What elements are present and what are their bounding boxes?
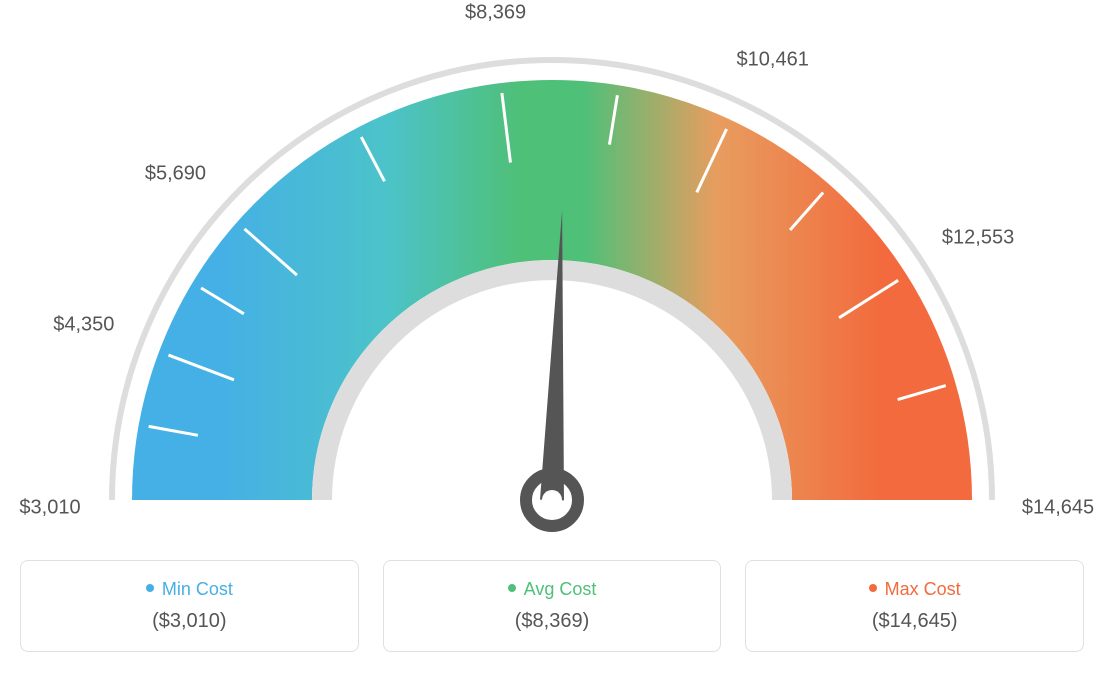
gauge-tick-label: $12,553 xyxy=(942,227,1014,250)
gauge-tick-label: $5,690 xyxy=(145,163,206,186)
legend-max-title-text: Max Cost xyxy=(885,579,961,599)
legend-avg-value: ($8,369) xyxy=(394,610,711,633)
gauge-tick-label: $14,645 xyxy=(1022,497,1094,520)
gauge-tick-label: $8,369 xyxy=(465,2,526,25)
legend-min-dot xyxy=(146,584,154,592)
legend-min-title: Min Cost xyxy=(31,579,348,600)
legend-card-avg: Avg Cost ($8,369) xyxy=(383,560,722,652)
legend-avg-title: Avg Cost xyxy=(394,579,711,600)
gauge-tick-label: $4,350 xyxy=(53,313,114,336)
legend-max-dot xyxy=(869,584,877,592)
legend-avg-dot xyxy=(508,584,516,592)
legend-card-max: Max Cost ($14,645) xyxy=(745,560,1084,652)
legend-row: Min Cost ($3,010) Avg Cost ($8,369) Max … xyxy=(20,560,1084,652)
gauge-svg xyxy=(20,20,1084,540)
legend-card-min: Min Cost ($3,010) xyxy=(20,560,359,652)
legend-max-title: Max Cost xyxy=(756,579,1073,600)
gauge-tick-label: $3,010 xyxy=(19,497,80,520)
gauge-tick-label: $10,461 xyxy=(737,48,809,71)
legend-min-value: ($3,010) xyxy=(31,610,348,633)
legend-max-value: ($14,645) xyxy=(756,610,1073,633)
legend-avg-title-text: Avg Cost xyxy=(524,579,597,599)
cost-gauge-chart: $3,010$4,350$5,690$8,369$10,461$12,553$1… xyxy=(20,20,1084,540)
legend-min-title-text: Min Cost xyxy=(162,579,233,599)
